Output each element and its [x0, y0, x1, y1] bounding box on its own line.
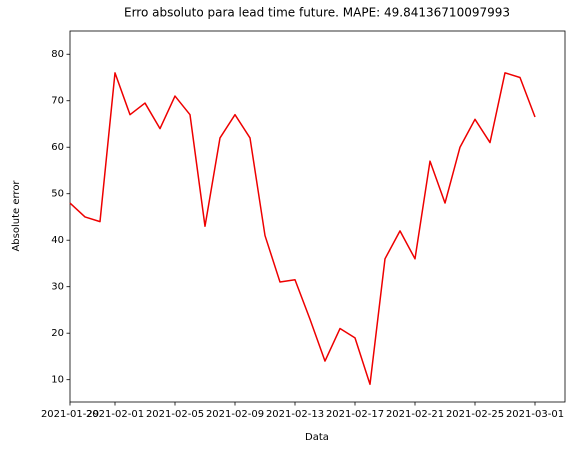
y-tick-label: 10 — [51, 375, 64, 386]
chart-title: Erro absoluto para lead time future. MAP… — [124, 6, 510, 20]
y-tick-label: 20 — [51, 328, 64, 339]
x-tick-label: 2021-02-25 — [446, 409, 504, 420]
x-tick-label: 2021-02-05 — [146, 409, 204, 420]
x-tick-label: 2021-02-09 — [206, 409, 264, 420]
x-tick-label: 2021-01-29 — [41, 409, 99, 420]
y-tick-label: 70 — [51, 96, 64, 107]
x-tick-label: 2021-02-21 — [386, 409, 444, 420]
plot-frame — [69, 30, 566, 403]
y-tick-label: 30 — [51, 282, 64, 293]
x-tick-label: 2021-02-17 — [326, 409, 384, 420]
x-axis-label: Data — [305, 432, 329, 443]
y-tick-label: 40 — [51, 235, 64, 246]
y-axis-label: Absolute error — [11, 180, 22, 252]
y-tick-label: 50 — [51, 189, 64, 200]
data-line — [69, 72, 536, 386]
x-tick-label: 2021-03-01 — [506, 409, 564, 420]
x-tick-label: 2021-02-01 — [86, 409, 144, 420]
x-tick-label: 2021-02-13 — [266, 409, 324, 420]
y-tick-label: 80 — [51, 49, 64, 60]
y-tick-label: 60 — [51, 142, 64, 153]
